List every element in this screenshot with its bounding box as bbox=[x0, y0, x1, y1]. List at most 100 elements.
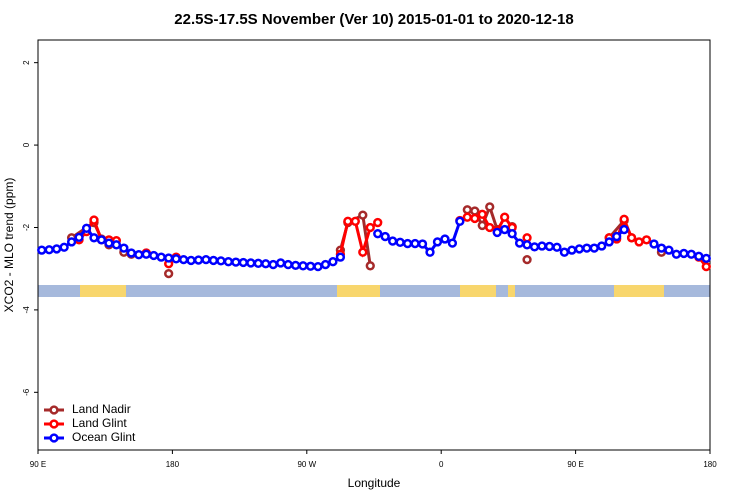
data-point bbox=[276, 258, 286, 268]
data-point bbox=[253, 258, 263, 268]
data-point bbox=[529, 242, 540, 252]
plot-frame bbox=[37, 39, 711, 451]
x-axis-label: Longitude bbox=[348, 476, 401, 490]
data-point bbox=[52, 244, 62, 254]
data-point bbox=[298, 261, 308, 271]
data-point bbox=[320, 259, 331, 270]
data-point bbox=[223, 257, 234, 267]
data-point bbox=[537, 241, 547, 251]
data-point bbox=[500, 224, 510, 235]
data-point bbox=[679, 248, 689, 259]
data-point bbox=[193, 255, 204, 265]
data-point bbox=[328, 257, 338, 267]
data-point bbox=[641, 235, 652, 245]
data-point bbox=[373, 217, 383, 228]
data-point bbox=[477, 209, 487, 219]
data-point bbox=[544, 241, 555, 252]
data-point bbox=[582, 243, 592, 253]
data-point bbox=[96, 235, 107, 245]
y-tick-label: -6 bbox=[22, 388, 31, 396]
data-point bbox=[395, 237, 405, 247]
data-point bbox=[567, 245, 577, 255]
data-point bbox=[111, 240, 122, 250]
y-tick-label: -2 bbox=[22, 223, 31, 231]
legend-label: Land Glint bbox=[72, 416, 127, 430]
data-point bbox=[485, 202, 495, 212]
data-point bbox=[358, 247, 368, 257]
y-tick-label: -4 bbox=[22, 306, 31, 314]
data-point bbox=[119, 243, 129, 253]
data-point bbox=[485, 222, 495, 233]
data-point bbox=[313, 261, 323, 272]
y-axis-label: XCO2 - MLO trend (ppm) bbox=[2, 178, 16, 313]
data-point bbox=[238, 257, 248, 268]
data-point bbox=[462, 205, 472, 215]
legend-label: Ocean Glint bbox=[72, 430, 136, 444]
y-tick-label: 0 bbox=[22, 142, 31, 147]
data-point bbox=[201, 254, 211, 265]
legend-marker bbox=[49, 419, 59, 429]
data-point bbox=[149, 250, 159, 261]
data-point bbox=[171, 254, 181, 264]
data-point bbox=[231, 257, 241, 267]
data-point bbox=[290, 260, 301, 271]
data-point bbox=[500, 212, 510, 222]
data-point bbox=[686, 249, 696, 259]
data-point bbox=[164, 268, 174, 279]
data-point bbox=[350, 216, 360, 226]
land-strip bbox=[460, 285, 496, 297]
data-point bbox=[178, 254, 189, 265]
data-point bbox=[477, 220, 487, 231]
data-point bbox=[104, 238, 114, 248]
data-point bbox=[470, 213, 480, 224]
data-point bbox=[589, 243, 599, 253]
data-point bbox=[626, 233, 637, 243]
data-point bbox=[335, 252, 346, 262]
data-point bbox=[343, 216, 353, 226]
x-tick-label: 180 bbox=[703, 460, 717, 469]
data-point bbox=[208, 255, 219, 266]
data-point bbox=[59, 242, 69, 252]
legend-label: Land Nadir bbox=[72, 402, 131, 416]
data-point bbox=[440, 234, 450, 244]
data-point bbox=[365, 222, 375, 233]
data-point bbox=[402, 238, 413, 249]
data-point bbox=[492, 227, 502, 238]
data-point bbox=[37, 245, 47, 255]
x-tick-label: 180 bbox=[166, 460, 180, 469]
data-point bbox=[656, 243, 667, 253]
data-point bbox=[417, 239, 428, 249]
land-strip bbox=[337, 285, 380, 297]
data-point bbox=[74, 232, 84, 243]
data-point bbox=[507, 229, 517, 239]
data-point bbox=[156, 252, 166, 262]
x-tick-label: 90 E bbox=[567, 460, 583, 469]
data-point bbox=[283, 259, 293, 270]
data-point bbox=[134, 250, 144, 260]
data-point bbox=[89, 233, 99, 243]
data-point bbox=[81, 223, 92, 233]
data-point bbox=[246, 258, 256, 268]
x-tick-label: 0 bbox=[439, 460, 444, 469]
data-point bbox=[425, 247, 435, 257]
data-point bbox=[664, 245, 674, 255]
data-point bbox=[701, 261, 711, 272]
data-point bbox=[514, 238, 525, 248]
land-strip bbox=[614, 285, 664, 297]
data-point bbox=[373, 229, 383, 239]
data-point bbox=[268, 259, 278, 270]
x-tick-label: 90 W bbox=[297, 460, 316, 469]
data-point bbox=[574, 244, 584, 254]
data-point bbox=[261, 259, 271, 269]
data-point bbox=[380, 231, 390, 242]
data-point bbox=[164, 253, 174, 263]
legend-marker bbox=[49, 433, 59, 443]
data-point bbox=[126, 248, 136, 258]
data-point bbox=[89, 215, 99, 225]
data-point bbox=[522, 254, 532, 265]
x-tick-label: 90 E bbox=[30, 460, 46, 469]
data-point bbox=[597, 241, 607, 251]
data-point bbox=[634, 237, 644, 247]
data-point bbox=[522, 240, 532, 250]
